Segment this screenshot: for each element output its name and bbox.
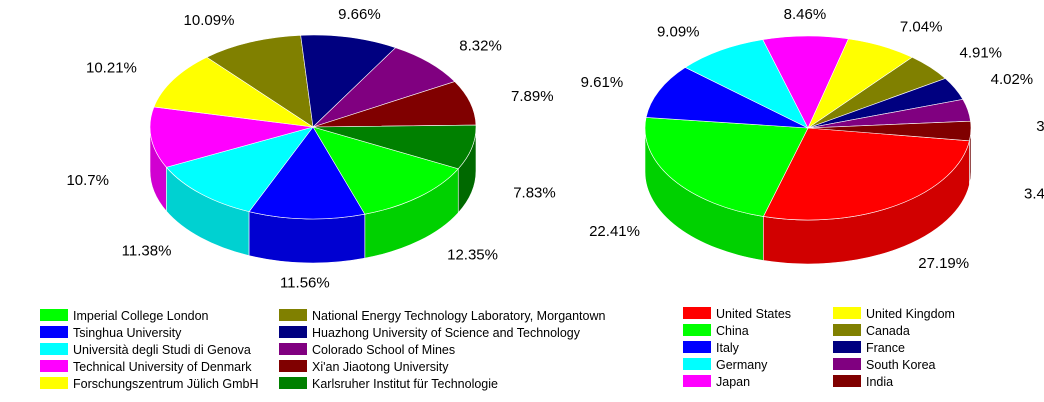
legend-swatch bbox=[833, 341, 861, 353]
pie-label-karlsruher-institut-fur-technologie: 7.83% bbox=[513, 184, 556, 201]
legend-swatch bbox=[833, 358, 861, 370]
legend-label: Huazhong University of Science and Techn… bbox=[312, 326, 581, 340]
pie-slice-national-energy-technology-laboratory-morgantown bbox=[206, 34, 314, 128]
legend-swatch bbox=[683, 324, 711, 336]
legend-label: United States bbox=[716, 307, 791, 321]
pie-label-colorado-school-of-mines: 8.32% bbox=[459, 38, 502, 55]
legend-item-canada: Canada bbox=[833, 324, 910, 338]
legend-item-imperial-college-london: Imperial College London bbox=[40, 309, 209, 323]
pie-slice-japan bbox=[762, 35, 849, 129]
legend-swatch bbox=[683, 375, 711, 387]
legend-swatch bbox=[40, 343, 68, 355]
pie-label-universita-degli-studi-di-genova: 11.38% bbox=[122, 243, 172, 260]
legend-item-tsinghua-university: Tsinghua University bbox=[40, 326, 182, 340]
legend-item-italy: Italy bbox=[683, 341, 740, 355]
legend-item-japan: Japan bbox=[683, 375, 750, 389]
legend-label: Colorado School of Mines bbox=[312, 343, 455, 357]
pie-slice-italy bbox=[645, 67, 809, 129]
legend-label: Germany bbox=[716, 358, 768, 372]
legend-swatch bbox=[279, 343, 307, 355]
pie-slice-colorado-school-of-mines bbox=[312, 47, 456, 128]
legend-item-germany: Germany bbox=[683, 358, 768, 372]
pie-label-imperial-college-london: 12.35% bbox=[447, 246, 498, 263]
pie-slice-india bbox=[807, 120, 972, 142]
legend-swatch bbox=[40, 360, 68, 372]
legend-label: Imperial College London bbox=[73, 309, 209, 323]
legend-label: Karlsruher Institut für Technologie bbox=[312, 377, 498, 391]
legend-label: Tsinghua University bbox=[73, 326, 182, 340]
legend-swatch bbox=[279, 360, 307, 372]
legend-item-technical-university-of-denmark: Technical University of Denmark bbox=[40, 360, 252, 374]
pie-label-united-states: 27.19% bbox=[918, 255, 969, 272]
pie-label-germany: 9.09% bbox=[657, 24, 700, 41]
legend-swatch bbox=[833, 324, 861, 336]
legend-swatch bbox=[40, 309, 68, 321]
legend-label: Forschungszentrum Jülich GmbH bbox=[73, 377, 258, 391]
legend-item-national-energy-technology-laboratory-morgantown: National Energy Technology Laboratory, M… bbox=[279, 309, 606, 323]
pie-label-huazhong-university-of-science-and-technology: 9.66% bbox=[338, 6, 381, 23]
pie-slice-huazhong-university-of-science-and-technology bbox=[300, 34, 397, 128]
legend-label: South Korea bbox=[866, 358, 936, 372]
pie-label-japan: 8.46% bbox=[784, 6, 827, 23]
legend-label: National Energy Technology Laboratory, M… bbox=[312, 309, 606, 323]
pie-label-canada: 4.91% bbox=[959, 44, 1002, 61]
legend-item-india: India bbox=[833, 375, 893, 389]
legend-label: Italy bbox=[716, 341, 740, 355]
pie-chart-institutions: 12.35% 11.56% 11.38% 10.7% 10.21% 10.09% 9.66%… bbox=[66, 6, 555, 291]
legend-swatch bbox=[40, 377, 68, 389]
pie-label-national-energy-technology-laboratory-morgantown: 10.09% bbox=[184, 12, 235, 29]
legend-item-united-kingdom: United Kingdom bbox=[833, 307, 955, 321]
legend-item-xi-an-jiaotong-university: Xi'an Jiaotong University bbox=[279, 360, 449, 374]
pie-slice-imperial-college-london bbox=[312, 126, 459, 215]
legend-label: Università degli Studi di Genova bbox=[73, 343, 251, 357]
pie-label-technical-university-of-denmark: 10.7% bbox=[66, 172, 109, 189]
pie-slice-universita-degli-studi-di-genova bbox=[165, 126, 314, 212]
pie-slice-germany bbox=[684, 39, 809, 129]
pie-label-xi-an-jiaotong-university: 7.89% bbox=[511, 88, 554, 105]
legend-swatch bbox=[683, 358, 711, 370]
legend-item-united-states: United States bbox=[683, 307, 791, 321]
legend-countries: United States China Italy Germany Japan Unite… bbox=[683, 307, 955, 389]
pie-slice-karlsruher-institut-fur-technologie bbox=[312, 124, 477, 170]
pie-slice-forschungszentrum-julich-gmbh bbox=[153, 56, 314, 128]
pie-label-italy: 9.61% bbox=[581, 74, 624, 91]
legend-item-south-korea: South Korea bbox=[833, 358, 936, 372]
legend-swatch bbox=[683, 341, 711, 353]
legend-item-huazhong-university-of-science-and-technology: Huazhong University of Science and Techn… bbox=[279, 326, 581, 340]
legend-label: United Kingdom bbox=[866, 307, 955, 321]
legend-label: India bbox=[866, 375, 893, 389]
pie-slice-tsinghua-university bbox=[248, 126, 366, 220]
pie-label-china: 22.41% bbox=[589, 223, 640, 240]
legend-item-karlsruher-institut-fur-technologie: Karlsruher Institut für Technologie bbox=[279, 377, 498, 391]
legend-label: China bbox=[716, 324, 749, 338]
pie-label-united-kingdom: 7.04% bbox=[900, 18, 943, 35]
legend-swatch bbox=[40, 326, 68, 338]
pie-label-south-korea: 3.86% bbox=[1036, 118, 1044, 135]
pie-label-tsinghua-university: 11.56% bbox=[280, 274, 330, 291]
legend-swatch bbox=[833, 307, 861, 319]
pie-slice-china bbox=[644, 117, 809, 217]
pie-slice-united-states bbox=[762, 127, 970, 221]
legend-label: Technical University of Denmark bbox=[73, 360, 252, 374]
legend-swatch bbox=[833, 375, 861, 387]
legend-institutions: Imperial College London Tsinghua Universi… bbox=[40, 309, 606, 391]
legend-label: Japan bbox=[716, 375, 750, 389]
pie-label-france: 4.02% bbox=[991, 71, 1034, 88]
pie-chart-countries: 27.19% 22.41% 9.61% 9.09% 8.46% 7.04% 4.91% 4.0… bbox=[581, 6, 1044, 272]
legend-swatch bbox=[683, 307, 711, 319]
legend-item-colorado-school-of-mines: Colorado School of Mines bbox=[279, 343, 455, 357]
legend-swatch bbox=[279, 309, 307, 321]
legend-swatch bbox=[279, 377, 307, 389]
legend-swatch bbox=[279, 326, 307, 338]
legend-item-france: France bbox=[833, 341, 905, 355]
legend-label: France bbox=[866, 341, 905, 355]
legend-item-forschungszentrum-julich-gmbh: Forschungszentrum Jülich GmbH bbox=[40, 377, 258, 391]
legend-item-china: China bbox=[683, 324, 749, 338]
legend-label: Xi'an Jiaotong University bbox=[312, 360, 449, 374]
pie-label-india: 3.4% bbox=[1024, 185, 1044, 202]
legend-label: Canada bbox=[866, 324, 910, 338]
pie-label-forschungszentrum-julich-gmbh: 10.21% bbox=[86, 59, 137, 76]
legend-item-universita-degli-studi-di-genova: Università degli Studi di Genova bbox=[40, 343, 251, 357]
